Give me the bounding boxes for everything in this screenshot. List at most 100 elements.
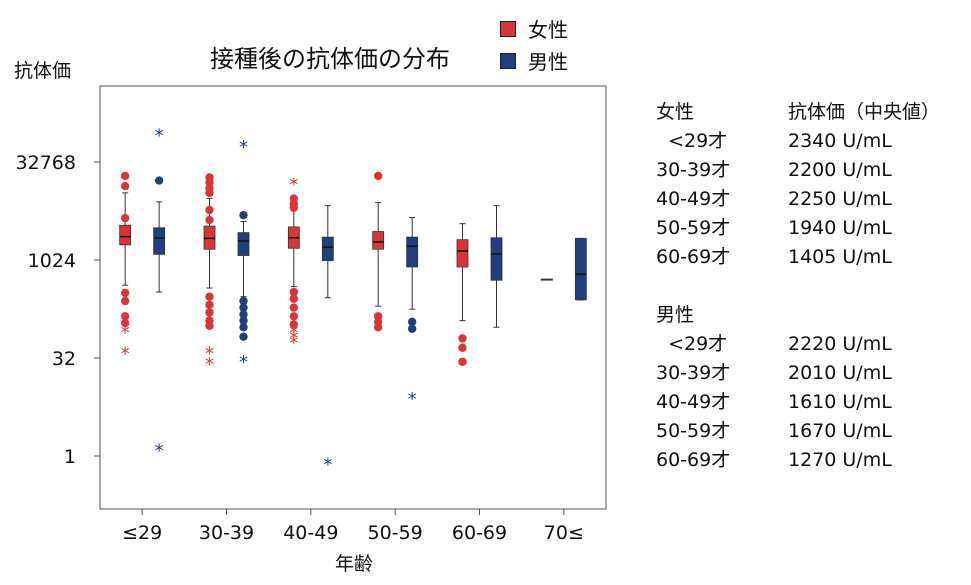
extreme-outlier-point: * bbox=[155, 441, 164, 462]
male-header-row: 男性 bbox=[656, 301, 940, 330]
iqr-box bbox=[406, 236, 419, 268]
male-header: 男性 bbox=[656, 304, 695, 326]
x-tick-label: 70≤ bbox=[544, 522, 584, 544]
extreme-outlier-point: * bbox=[121, 322, 130, 343]
age-label: 30-39才 bbox=[656, 159, 731, 181]
x-tick-label: 60-69 bbox=[452, 522, 507, 544]
outlier-point bbox=[205, 205, 214, 215]
iqr-box bbox=[237, 232, 250, 256]
median-value: 2010 U/mL bbox=[788, 362, 892, 384]
box-group-female: ** bbox=[119, 171, 132, 365]
table-row: 40-49才 2250 U/mL bbox=[656, 185, 940, 214]
extreme-outlier-point: * bbox=[408, 389, 417, 410]
median-header: 抗体価（中央値） bbox=[788, 101, 941, 123]
legend-label-female: 女性 bbox=[528, 18, 568, 42]
median-value: 2340 U/mL bbox=[788, 130, 892, 152]
outlier-point bbox=[373, 323, 383, 332]
x-tick-label: 40-49 bbox=[283, 522, 338, 544]
outlier-point bbox=[239, 310, 248, 319]
table-row: 60-69才 1405 U/mL bbox=[656, 243, 940, 272]
outlier-point bbox=[407, 324, 417, 333]
outlier-point bbox=[239, 332, 248, 341]
y-tick-label: 32 bbox=[52, 348, 76, 370]
box-group-female: ** bbox=[203, 173, 216, 375]
outlier-point bbox=[120, 181, 130, 191]
median-table-header: 女性 抗体価（中央値） bbox=[656, 98, 940, 127]
outlier-point bbox=[239, 296, 248, 306]
box-group-female bbox=[456, 223, 469, 366]
x-axis-label: 年齢 bbox=[335, 553, 373, 575]
median-value: 1270 U/mL bbox=[788, 449, 892, 471]
median-value: 2200 U/mL bbox=[788, 159, 892, 181]
iqr-box bbox=[153, 227, 166, 255]
outlier-point bbox=[205, 321, 214, 330]
extreme-outlier-point: * bbox=[205, 354, 214, 375]
median-table: 女性 抗体価（中央値） <29才 2340 U/mL 30-39才 2200 U… bbox=[656, 98, 940, 475]
age-label: <29才 bbox=[656, 333, 728, 355]
median-value: 1405 U/mL bbox=[788, 246, 892, 268]
age-label: 40-49才 bbox=[656, 188, 731, 210]
legend-swatch-female bbox=[500, 20, 516, 37]
extreme-outlier-point: * bbox=[289, 322, 298, 343]
age-label: 40-49才 bbox=[656, 391, 731, 413]
chart-title: 接種後の抗体価の分布 bbox=[210, 45, 450, 73]
outlier-point bbox=[239, 210, 248, 220]
box-group-male: * bbox=[321, 205, 334, 475]
outlier-point bbox=[373, 171, 383, 181]
extreme-outlier-point: * bbox=[289, 328, 298, 349]
outlier-point bbox=[205, 188, 214, 198]
table-spacer bbox=[656, 272, 940, 301]
plot-area bbox=[99, 85, 607, 510]
age-label: 50-59才 bbox=[656, 420, 731, 442]
table-row: 30-39才 2010 U/mL bbox=[656, 359, 940, 388]
outlier-point bbox=[120, 296, 130, 306]
outlier-point bbox=[458, 357, 467, 366]
median-value: 2250 U/mL bbox=[788, 188, 892, 210]
x-tick-label: 30-39 bbox=[199, 522, 254, 544]
outlier-point bbox=[289, 294, 299, 303]
age-label: 30-39才 bbox=[656, 362, 731, 384]
y-tick-label: 1024 bbox=[28, 250, 76, 272]
outlier-point bbox=[205, 308, 214, 317]
outlier-point bbox=[205, 300, 214, 310]
table-row: 60-69才 1270 U/mL bbox=[656, 446, 940, 475]
outlier-point bbox=[289, 287, 299, 297]
outlier-point bbox=[458, 334, 467, 343]
table-row: <29才 2340 U/mL bbox=[656, 127, 940, 156]
iqr-box bbox=[321, 236, 334, 262]
iqr-box bbox=[574, 237, 587, 301]
legend-label-male: 男性 bbox=[528, 50, 568, 74]
extreme-outlier-point: * bbox=[289, 333, 298, 354]
box-group-female: **** bbox=[287, 174, 300, 354]
age-label: 60-69才 bbox=[656, 246, 731, 268]
outlier-point bbox=[458, 343, 467, 352]
extreme-outlier-point: * bbox=[289, 174, 298, 195]
box-group-male: ** bbox=[153, 125, 166, 462]
iqr-box bbox=[119, 224, 132, 246]
extreme-outlier-point: * bbox=[155, 125, 164, 146]
outlier-point bbox=[407, 317, 417, 327]
legend-item-male: 男性 bbox=[500, 46, 568, 75]
age-label: <29才 bbox=[656, 130, 728, 152]
box-group-female bbox=[372, 171, 385, 332]
extreme-outlier-point: * bbox=[121, 344, 130, 365]
extreme-outlier-point: * bbox=[239, 137, 248, 158]
outlier-point bbox=[289, 303, 299, 312]
iqr-box bbox=[456, 239, 469, 268]
outlier-point bbox=[289, 203, 299, 212]
outlier-point bbox=[289, 320, 299, 329]
outlier-point bbox=[239, 323, 248, 332]
outlier-point bbox=[120, 213, 130, 223]
y-axis-label: 抗体価 bbox=[14, 60, 71, 82]
table-row: 40-49才 1610 U/mL bbox=[656, 388, 940, 417]
median-value: 1940 U/mL bbox=[788, 217, 892, 239]
table-row: 50-59才 1940 U/mL bbox=[656, 214, 940, 243]
outlier-point bbox=[120, 312, 130, 321]
median-value: 1610 U/mL bbox=[788, 391, 892, 413]
extreme-outlier-point: * bbox=[239, 352, 248, 373]
x-tick-label: ≤29 bbox=[122, 522, 162, 544]
x-tick-label: 50-59 bbox=[368, 522, 423, 544]
legend-item-female: 女性 bbox=[500, 14, 568, 43]
outlier-point bbox=[120, 171, 130, 181]
outlier-point bbox=[289, 312, 299, 321]
